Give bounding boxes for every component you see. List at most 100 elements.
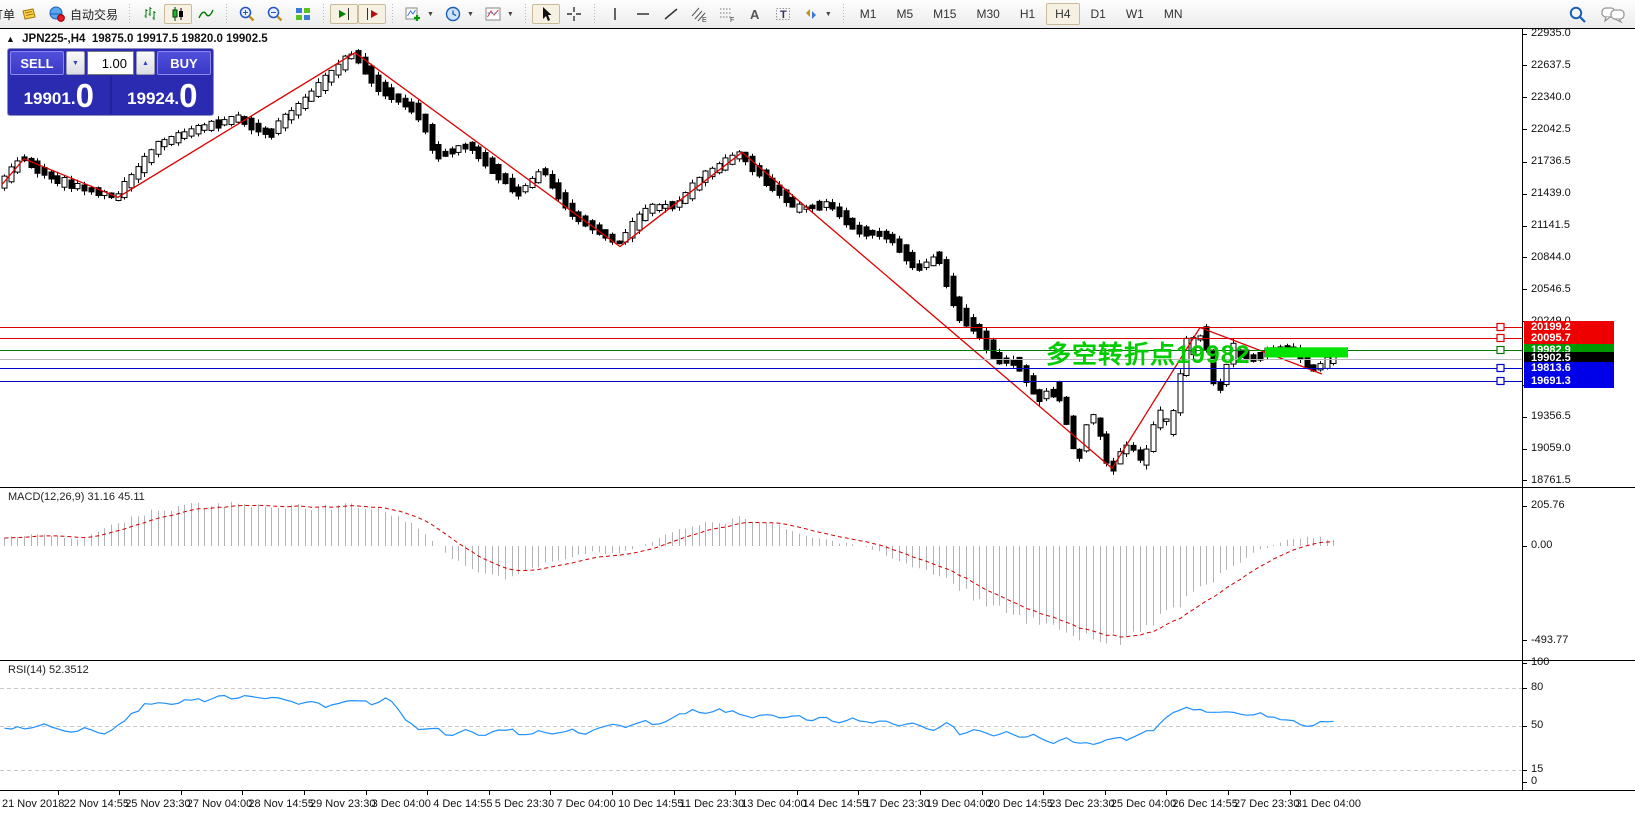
toolbar: 订单 自动交易 — [0, 0, 1635, 29]
axis-tick-label: 22637.5 — [1531, 58, 1571, 71]
toolbar-separator — [320, 4, 328, 24]
timeframe-d1[interactable]: D1 — [1090, 7, 1106, 21]
svg-text:A: A — [750, 7, 760, 22]
dropdown-caret: ▼ — [466, 10, 474, 18]
rsi-plot[interactable]: RSI(14) 52.3512 — [0, 661, 1522, 791]
timeframe-h1[interactable]: H1 — [1019, 7, 1036, 21]
axis-tick — [1523, 505, 1527, 507]
date-tick — [612, 791, 613, 795]
volume-input[interactable] — [87, 51, 134, 75]
arrows-tool[interactable]: ▼ — [797, 4, 837, 24]
chat-icon[interactable] — [1601, 5, 1625, 24]
periods-button[interactable]: ▼ — [439, 4, 479, 24]
zoom-in-icon — [239, 6, 255, 22]
line-chart-icon — [198, 9, 214, 19]
collapse-triangle-icon[interactable]: ▲ — [6, 34, 15, 44]
main-chart-plot[interactable]: ▲ JPN225-,H4 19875.0 19917.5 19820.0 199… — [0, 29, 1522, 488]
trendline-tool[interactable] — [657, 4, 685, 24]
candles-layer — [1, 49, 1337, 475]
date-tick — [1104, 791, 1106, 795]
vertical-line-icon — [614, 8, 616, 20]
volume-decrease-button[interactable]: ▼ — [66, 51, 85, 75]
axis-tick — [1523, 129, 1527, 131]
timeframe-mn[interactable]: MN — [1163, 7, 1183, 21]
level-drag-handle[interactable] — [1496, 363, 1505, 373]
chart-symbol-timeframe: JPN225-,H4 — [22, 33, 86, 45]
bar-chart-mode-button[interactable] — [136, 4, 164, 24]
date-label: 11 Dec 23:30 — [679, 798, 745, 810]
axis-tick-label: 15 — [1531, 763, 1544, 776]
autotrade-button[interactable]: 自动交易 — [43, 4, 123, 24]
date-tick — [858, 791, 860, 795]
timeframe-h4[interactable]: H4 — [1046, 3, 1080, 25]
date-tick — [119, 791, 121, 795]
templates-button[interactable]: ▼ — [479, 4, 519, 24]
new-order-button[interactable] — [15, 4, 43, 24]
axis-tick-label: 80 — [1531, 681, 1544, 694]
crosshair-button[interactable] — [560, 4, 588, 24]
vertical-line-tool[interactable] — [601, 4, 629, 24]
date-axis[interactable]: 21 Nov 2018 22 Nov 14:55 25 Nov 23:30 27 No… — [0, 790, 1635, 816]
candlestick-mode-button[interactable] — [164, 4, 193, 24]
zoom-out-button[interactable] — [261, 4, 289, 24]
horizontal-line-tool[interactable] — [629, 4, 657, 24]
chart-ohlc-values: 19875.0 19917.5 19820.0 19902.5 — [91, 33, 268, 45]
macd-plot[interactable]: MACD(12,26,9) 31.16 45.11 — [0, 488, 1522, 661]
indicators-button[interactable]: ▼ — [399, 4, 439, 24]
text-tool[interactable]: A — [741, 4, 769, 24]
main-chart-row: ▲ JPN225-,H4 19875.0 19917.5 19820.0 199… — [0, 27, 1635, 488]
axis-tick-label: -493.77 — [1531, 633, 1569, 646]
axis-tick — [1523, 289, 1527, 291]
toolbar-separator — [590, 4, 598, 24]
zoom-in-button[interactable] — [233, 4, 261, 24]
rsi-row: RSI(14) 52.3512 100 80 50 15 0 — [0, 656, 1635, 791]
date-label: 23 Dec 23:30 — [1049, 798, 1115, 810]
rsi-chart — [0, 688, 1522, 771]
buy-price[interactable]: 19924. 0 — [127, 77, 198, 114]
timeframe-m15[interactable]: M15 — [933, 7, 957, 21]
axis-tick-label: 19059.0 — [1531, 442, 1571, 455]
chart-shift-button[interactable] — [358, 4, 387, 24]
tile-windows-button[interactable] — [289, 4, 317, 24]
volume-increase-button[interactable]: ▲ — [136, 51, 155, 75]
svg-text:T: T — [780, 9, 787, 21]
template-icon — [485, 7, 501, 21]
order-label[interactable]: 订单 — [0, 7, 16, 22]
level-drag-handle[interactable] — [1496, 333, 1505, 343]
level-drag-handle[interactable] — [1496, 322, 1505, 332]
level-drag-handle[interactable] — [1496, 376, 1505, 386]
axis-tick-label: 50 — [1531, 719, 1544, 731]
timeframe-m5[interactable]: M5 — [896, 7, 914, 21]
equidistant-channel-tool[interactable]: E — [685, 4, 713, 24]
axis-tick — [1523, 480, 1527, 482]
axis-tick-label: 18761.5 — [1531, 473, 1571, 486]
highlight-rectangle — [1265, 347, 1348, 358]
rsi-line — [4, 694, 1334, 746]
axis-tick-label: 22340.0 — [1531, 90, 1571, 103]
text-label-tool[interactable]: T — [769, 4, 797, 24]
date-tick — [365, 791, 367, 795]
sell-button[interactable]: SELL — [10, 51, 64, 75]
line-chart-mode-button[interactable] — [192, 4, 220, 24]
timeframe-w1[interactable]: W1 — [1125, 7, 1144, 21]
axis-tick-label: 100 — [1531, 656, 1550, 668]
cursor-button[interactable] — [531, 4, 560, 24]
fibonacci-tool[interactable]: F — [713, 4, 741, 24]
auto-scroll-button[interactable] — [330, 4, 359, 24]
axis-tick — [1523, 448, 1527, 450]
timeframe-group: M1 M5 M15 M30 H1 H4 D1 W1 MN — [850, 0, 1193, 28]
axis-tick — [1523, 65, 1527, 67]
chart-shift-icon — [367, 8, 379, 20]
search-icon[interactable] — [1568, 5, 1587, 24]
level-drag-handle[interactable] — [1496, 345, 1505, 355]
axis-tick — [1523, 781, 1527, 783]
buy-button[interactable]: BUY — [157, 51, 211, 75]
one-click-trade-panel: SELL ▼ ▲ BUY 19901.0 19924.0 — [7, 48, 214, 116]
sell-price[interactable]: 19901. 0 — [23, 77, 94, 114]
timeframe-m1[interactable]: M1 — [859, 7, 877, 21]
timeframe-m30[interactable]: M30 — [976, 7, 1000, 21]
date-tick — [180, 791, 182, 795]
axis-tick — [1523, 545, 1527, 547]
axis-tick — [1523, 33, 1527, 35]
